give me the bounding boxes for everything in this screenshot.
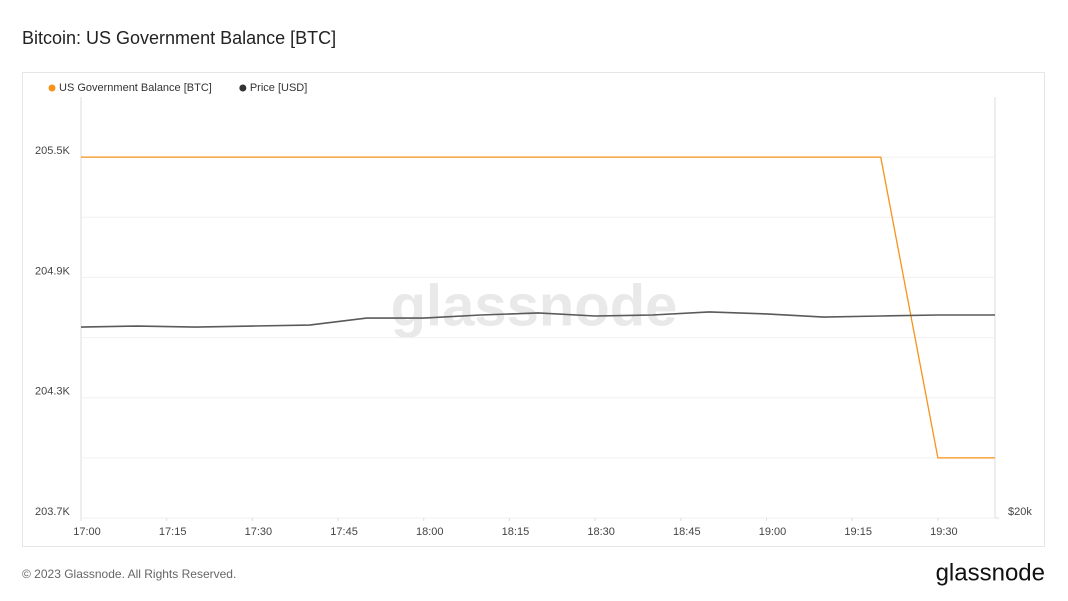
x-tick-label: 19:00 xyxy=(759,526,787,538)
watermark: glassnode xyxy=(391,273,678,338)
legend-marker xyxy=(48,84,56,92)
chart-frame xyxy=(22,72,1045,547)
x-tick-label: 19:30 xyxy=(930,526,958,538)
x-tick-label: 18:00 xyxy=(416,526,444,538)
y-tick-label: 204.3K xyxy=(35,386,71,398)
x-tick-label: 17:45 xyxy=(330,526,358,538)
series-line xyxy=(81,156,995,459)
x-tick-label: 18:15 xyxy=(502,526,530,538)
footer: © 2023 Glassnode. All Rights Reserved. xyxy=(22,567,236,581)
x-tick-label: 18:30 xyxy=(587,526,615,538)
x-tick-label: 17:15 xyxy=(159,526,187,538)
y2-tick-label: $20k xyxy=(1008,506,1032,518)
series-line xyxy=(80,311,995,328)
x-tick-label: 19:15 xyxy=(844,526,872,538)
x-tick-label: 18:45 xyxy=(673,526,701,538)
y-tick-label: 203.7K xyxy=(35,506,71,518)
legend-label: US Government Balance [BTC] xyxy=(59,82,212,94)
chart-title: Bitcoin: US Government Balance [BTC] xyxy=(22,28,336,48)
legend-label: Price [USD] xyxy=(250,82,307,94)
legend-marker xyxy=(239,84,247,92)
y-tick-label: 204.9K xyxy=(35,265,71,277)
logo: glassnode xyxy=(936,559,1045,586)
x-tick-label: 17:30 xyxy=(245,526,273,538)
x-tick-label: 17:00 xyxy=(73,526,101,538)
y-tick-label: 205.5K xyxy=(35,145,71,157)
